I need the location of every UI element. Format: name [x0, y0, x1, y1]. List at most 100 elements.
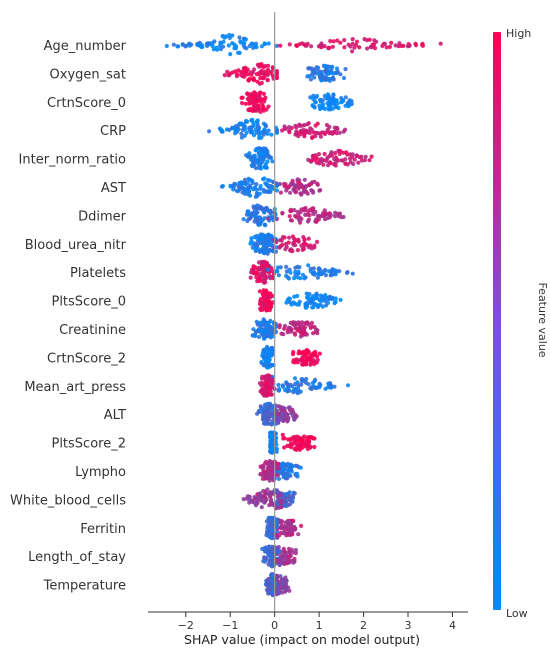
- shap-point: [266, 104, 271, 109]
- shap-point: [312, 75, 317, 80]
- feature-row: [222, 62, 348, 86]
- shap-point: [274, 70, 279, 75]
- shap-point: [300, 320, 305, 325]
- shap-point: [265, 523, 270, 528]
- shap-point: [314, 93, 320, 99]
- feature-label: Oxygen_sat: [50, 67, 126, 82]
- colorbar-title: Feature value: [536, 282, 549, 357]
- shap-point: [285, 275, 290, 280]
- shap-point: [248, 92, 253, 97]
- shap-point: [304, 351, 309, 356]
- shap-point: [253, 194, 258, 199]
- shap-point: [266, 41, 271, 46]
- feature-label: CrtnScore_2: [47, 351, 126, 366]
- shap-point: [292, 524, 297, 530]
- shap-point: [306, 245, 312, 250]
- shap-point: [269, 524, 274, 529]
- shap-point: [252, 495, 257, 500]
- x-tick-label: −1: [222, 619, 238, 632]
- shap-point: [323, 68, 328, 73]
- shap-point: [266, 562, 271, 567]
- shap-point: [285, 185, 290, 190]
- shap-point: [287, 407, 293, 413]
- shap-point: [235, 189, 241, 194]
- shap-point: [337, 130, 342, 135]
- shap-point: [307, 439, 312, 444]
- shap-point: [265, 365, 270, 370]
- shap-point: [260, 232, 265, 237]
- shap-point: [296, 320, 301, 325]
- shap-point: [264, 303, 269, 308]
- shap-point: [274, 532, 279, 538]
- shap-point: [315, 213, 320, 218]
- shap-point: [305, 446, 310, 452]
- shap-point: [316, 266, 322, 271]
- shap-point: [280, 585, 285, 590]
- shap-point: [367, 37, 372, 42]
- shap-point: [259, 331, 264, 336]
- shap-point: [331, 77, 336, 82]
- shap-point: [256, 161, 261, 166]
- shap-point: [270, 379, 275, 384]
- shap-point: [278, 190, 283, 195]
- feature-row: [248, 232, 320, 256]
- shap-point: [253, 43, 258, 48]
- shap-point: [252, 235, 257, 240]
- shap-point: [276, 412, 281, 417]
- shap-point: [298, 191, 303, 196]
- feature-label: White_blood_cells: [10, 493, 126, 508]
- shap-point: [305, 219, 311, 224]
- shap-point: [243, 101, 248, 106]
- shap-point: [228, 52, 233, 57]
- feature-row: [241, 203, 346, 228]
- shap-point: [291, 349, 296, 355]
- shap-point: [352, 45, 357, 50]
- feature-label: Length_of_stay: [28, 550, 126, 565]
- shap-point: [262, 319, 267, 324]
- shap-point: [315, 357, 320, 363]
- shap-point: [266, 294, 271, 299]
- shap-point: [267, 491, 272, 496]
- shap-point: [313, 349, 318, 354]
- shap-point: [262, 387, 267, 392]
- shap-point: [259, 44, 264, 49]
- shap-point: [323, 273, 328, 278]
- feature-label: Ferritin: [80, 522, 126, 537]
- shap-point: [261, 106, 266, 111]
- shap-point: [267, 459, 272, 464]
- shap-point: [314, 130, 319, 135]
- shap-point: [254, 119, 260, 124]
- shap-point: [295, 471, 300, 476]
- shap-point: [222, 73, 227, 78]
- feature-label: PltsScore_0: [51, 295, 126, 310]
- shap-point: [306, 294, 311, 299]
- shap-point: [284, 492, 289, 497]
- shap-point: [254, 157, 259, 162]
- shap-point: [263, 95, 268, 100]
- shap-point: [304, 332, 309, 337]
- shap-point: [332, 100, 337, 105]
- shap-point: [369, 154, 374, 159]
- shap-point: [250, 117, 255, 122]
- shap-point: [278, 406, 284, 412]
- shap-point: [280, 211, 285, 216]
- shap-point: [244, 496, 249, 501]
- shap-point: [314, 219, 319, 224]
- x-tick-label: −2: [178, 619, 194, 632]
- shap-point: [295, 177, 300, 182]
- shap-point: [316, 69, 322, 74]
- shap-point: [225, 69, 230, 74]
- shap-point: [350, 155, 355, 160]
- shap-point: [311, 266, 316, 271]
- shap-point: [234, 72, 240, 77]
- shap-point: [266, 545, 271, 550]
- shap-point: [266, 576, 271, 582]
- shap-point: [292, 276, 297, 281]
- shap-point: [265, 78, 270, 83]
- shap-point: [242, 191, 248, 196]
- shap-point: [301, 132, 307, 137]
- shap-point: [323, 106, 328, 111]
- shap-point: [288, 218, 293, 223]
- shap-point: [280, 464, 285, 469]
- shap-point: [252, 67, 257, 72]
